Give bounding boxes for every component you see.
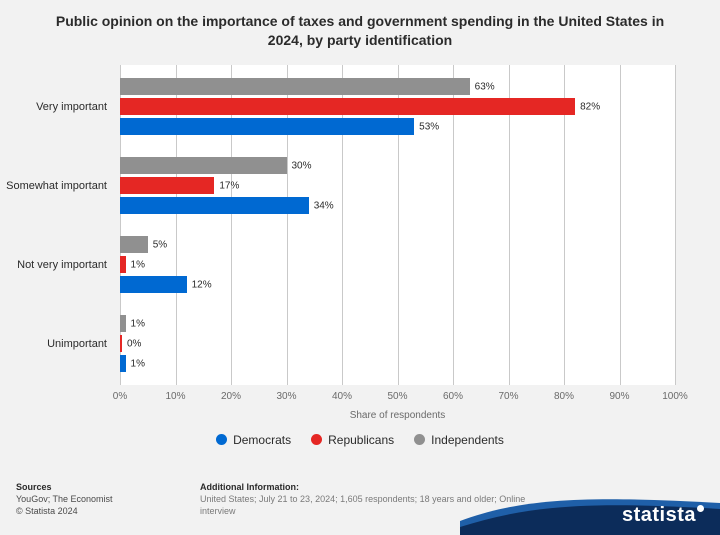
bar: [120, 177, 214, 194]
bar: [120, 157, 287, 174]
bar: [120, 315, 126, 332]
category-label: Unimportant: [0, 338, 107, 350]
bar-value-label: 82%: [580, 101, 600, 112]
bar-value-label: 1%: [131, 259, 145, 270]
x-tick: 30%: [276, 391, 296, 402]
x-tick: 40%: [332, 391, 352, 402]
legend-label: Republicans: [328, 433, 394, 447]
legend-dot-icon: [216, 434, 227, 445]
bar-value-label: 30%: [292, 160, 312, 171]
legend-item: Republicans: [311, 432, 394, 447]
bar: [120, 335, 122, 352]
bar-value-label: 1%: [131, 358, 145, 369]
gridline: [620, 65, 621, 385]
legend-label: Independents: [431, 433, 504, 447]
chart-title: Public opinion on the importance of taxe…: [0, 0, 720, 56]
sources-line: YouGov; The Economist: [16, 493, 113, 505]
bar: [120, 98, 575, 115]
category-label: Somewhat important: [0, 180, 107, 192]
chart-container: Public opinion on the importance of taxe…: [0, 0, 720, 535]
bar: [120, 236, 148, 253]
chart-plot-area: 63% 82% 53% 30% 17% 34% 5% 1% 12% 1% 0% 1%: [120, 65, 675, 385]
bar-value-label: 63%: [475, 81, 495, 92]
bar-value-label: 0%: [127, 338, 141, 349]
bar: [120, 256, 126, 273]
statista-logo: statista: [622, 504, 704, 527]
x-tick: 90%: [609, 391, 629, 402]
bar: [120, 276, 187, 293]
bar-value-label: 1%: [131, 318, 145, 329]
legend-item: Democrats: [216, 432, 291, 447]
sources-block: Sources YouGov; The Economist© Statista …: [16, 481, 113, 517]
category-label: Not very important: [0, 259, 107, 271]
sources-header: Sources: [16, 481, 113, 493]
bar-value-label: 12%: [192, 279, 212, 290]
x-tick: 50%: [387, 391, 407, 402]
x-tick: 20%: [221, 391, 241, 402]
bar: [120, 78, 470, 95]
x-tick: 10%: [165, 391, 185, 402]
gridline: [675, 65, 676, 385]
bar-value-label: 5%: [153, 239, 167, 250]
logo-dot-icon: [697, 505, 704, 512]
x-axis-title: Share of respondents: [120, 410, 675, 421]
bar-value-label: 34%: [314, 200, 334, 211]
bar-value-label: 53%: [419, 121, 439, 132]
x-tick: 100%: [662, 391, 688, 402]
bar: [120, 355, 126, 372]
legend-label: Democrats: [233, 433, 291, 447]
x-tick: 80%: [554, 391, 574, 402]
x-tick: 0%: [113, 391, 127, 402]
logo-text: statista: [622, 504, 696, 526]
x-tick: 60%: [443, 391, 463, 402]
legend-dot-icon: [414, 434, 425, 445]
legend: Democrats Republicans Independents: [0, 432, 720, 447]
y-axis-labels: Very important Somewhat important Not very…: [0, 65, 115, 385]
bar: [120, 118, 414, 135]
x-tick: 70%: [498, 391, 518, 402]
sources-lines: YouGov; The Economist© Statista 2024: [16, 493, 113, 517]
legend-dot-icon: [311, 434, 322, 445]
bar-value-label: 17%: [219, 180, 239, 191]
sources-line: © Statista 2024: [16, 505, 113, 517]
category-label: Very important: [0, 101, 107, 113]
legend-item: Independents: [414, 432, 504, 447]
bar: [120, 197, 309, 214]
footer: Sources YouGov; The Economist© Statista …: [0, 475, 720, 535]
